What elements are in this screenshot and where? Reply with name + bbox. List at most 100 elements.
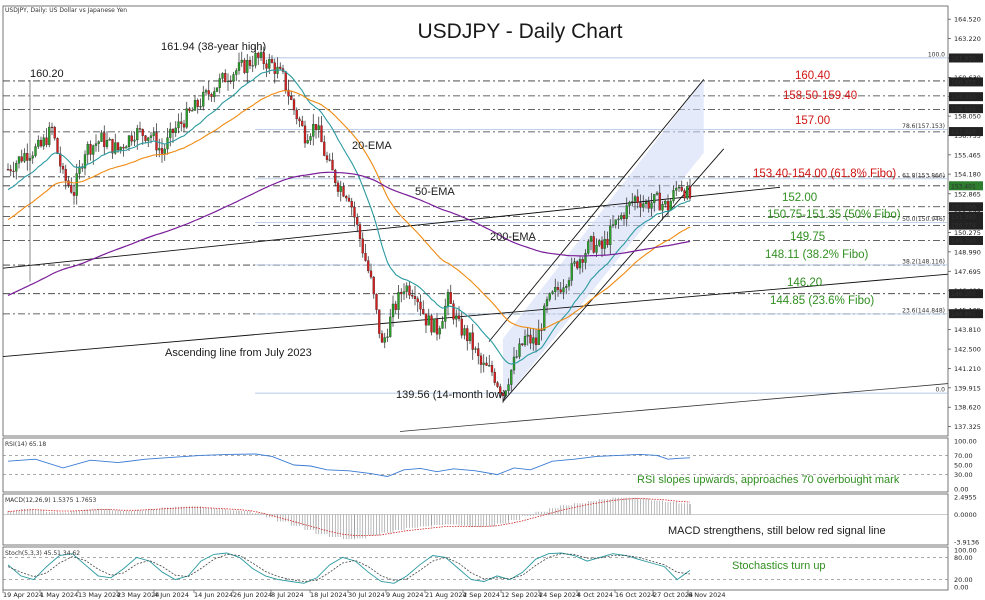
candle-body (111, 138, 114, 154)
candle-body (367, 260, 370, 272)
candle-body (493, 371, 496, 383)
candle-body (240, 59, 243, 63)
candle-body (218, 78, 221, 88)
candle-body (149, 135, 153, 138)
rsi-panel (2, 437, 949, 493)
candle-body (485, 362, 488, 366)
candle-body (570, 263, 573, 281)
y-tick-label: 158.050 (954, 113, 981, 121)
candle-body (655, 192, 659, 195)
candle-body (449, 292, 452, 304)
candle-body (559, 289, 562, 293)
price-tag-box (949, 104, 983, 114)
y-tick-label: 142.500 (954, 346, 981, 354)
x-tick-label: 23 May 2024 (117, 591, 159, 599)
y-tick-label: 152.865 (954, 190, 981, 198)
annotation-label: Ascending line from July 2023 (165, 347, 312, 359)
candle-body (515, 356, 518, 358)
rsi-tick: 0.00 (954, 486, 968, 494)
price-tag-box (949, 220, 983, 230)
candle-body (468, 332, 472, 342)
candle-body (545, 299, 549, 307)
candle-body (350, 201, 353, 208)
trendline-upper (2, 186, 781, 269)
candle-body (452, 303, 455, 320)
candle-body (675, 187, 678, 191)
candle-body (290, 96, 293, 100)
price-tag-box (949, 309, 983, 319)
candle-body (31, 155, 34, 159)
candle-body (160, 148, 164, 154)
candle-body (386, 336, 389, 338)
candle-body (664, 200, 667, 205)
candle-body (402, 291, 406, 295)
candle-body (644, 201, 648, 205)
candle-body (347, 197, 351, 202)
price-tag-box (949, 212, 983, 222)
ema-20-line (7, 69, 691, 365)
candle-body (460, 318, 463, 336)
candle-body (510, 369, 513, 385)
candle-body (303, 125, 307, 144)
candle-body (411, 295, 414, 297)
candle-body (455, 315, 458, 320)
candle-body (210, 94, 213, 97)
main-panel-frame (2, 5, 949, 437)
candle-body (642, 203, 645, 208)
stoch-tick: 100.00 (954, 547, 977, 555)
candle-body (523, 336, 527, 346)
price-tag-label: 152.000 (951, 204, 976, 211)
level-label: 148.11 (38.2% Fibo) (765, 249, 869, 261)
candle-body (158, 148, 161, 151)
candle-body (103, 132, 106, 147)
candle-body (565, 285, 568, 288)
candle-body (567, 280, 571, 287)
price-tag-label: 157.020 (951, 129, 976, 136)
candle-body (380, 333, 384, 343)
candle-body (397, 292, 400, 310)
level-label: 150.75-151.35 (50% Fibo) (767, 209, 901, 221)
candle-body (631, 201, 634, 203)
candle-body (578, 259, 582, 269)
price-tag-box (949, 235, 983, 245)
stoch-k-line (7, 552, 691, 584)
candle-body (672, 190, 675, 202)
candle-body (419, 301, 422, 310)
candle-body (584, 253, 587, 263)
candle-body (408, 285, 411, 296)
candle-body (518, 343, 521, 357)
candle-body (639, 202, 642, 208)
candle-body (427, 315, 430, 326)
candle-body (556, 287, 560, 290)
level-label: 146.20 (787, 277, 822, 289)
x-tick-label: 9 Aug 2024 (386, 591, 424, 599)
price-tag-label: 144.865 (951, 311, 976, 318)
x-tick-label: 12 Sep 2024 (501, 591, 542, 599)
candle-body (237, 62, 241, 71)
candle-body (119, 146, 122, 151)
candle-body (600, 240, 604, 249)
macd-tick: 0.0000 (954, 511, 977, 519)
candle-body (17, 156, 21, 164)
candle-body (301, 120, 304, 126)
candle-body (430, 315, 433, 333)
candle-body (620, 215, 623, 220)
trendline-lower (399, 383, 949, 432)
candle-body (389, 316, 392, 337)
annotation-label: 200-EMA (490, 231, 537, 243)
rsi-tick: 30.00 (954, 471, 973, 479)
candle-body (526, 334, 529, 337)
candle-body (136, 128, 139, 141)
candle-body (188, 108, 191, 112)
x-tick-label: 8 Jul 2024 (271, 591, 304, 599)
candle-body (628, 201, 631, 206)
candle-body (435, 318, 439, 335)
x-tick-label: 6 Nov 2024 (688, 591, 726, 599)
candle-body (466, 328, 469, 342)
candle-body (248, 60, 252, 66)
candle-body (554, 287, 557, 292)
candle-body (191, 110, 194, 112)
ascending-line-july-2023 (2, 273, 949, 358)
